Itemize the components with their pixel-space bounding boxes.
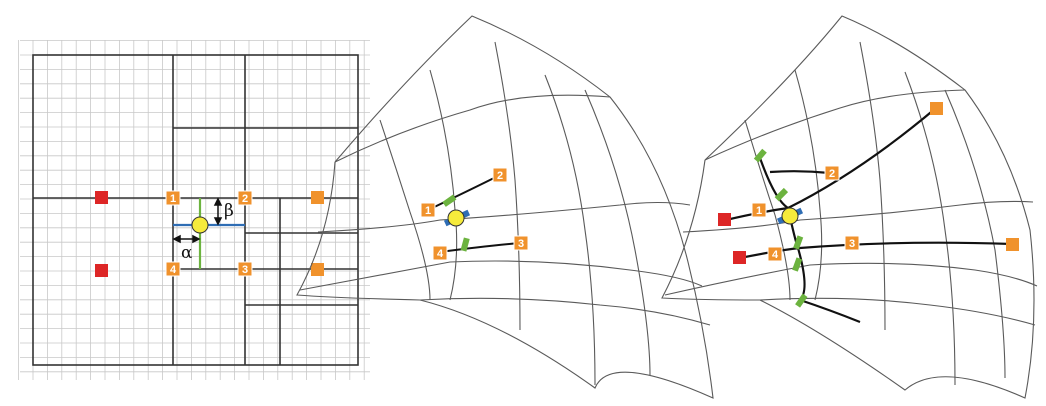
fine-grid xyxy=(18,40,370,380)
cell-grid xyxy=(32,54,359,366)
corner-node-3: 3 xyxy=(513,235,529,251)
corner-node-2: 2 xyxy=(824,165,840,181)
sample-point xyxy=(781,207,799,225)
mesh-outline xyxy=(296,15,714,399)
green-marker xyxy=(460,237,470,252)
corner-node-2: 2 xyxy=(237,190,253,206)
green-marker xyxy=(792,257,803,272)
corner-node-4: 4 xyxy=(165,261,181,277)
corner-node-1: 1 xyxy=(165,190,181,206)
red-node xyxy=(95,191,108,204)
left-panel: α β 1 2 3 4 xyxy=(18,40,370,380)
corner-label: 4 xyxy=(437,248,444,260)
corner-node-4: 4 xyxy=(767,246,783,262)
orange-node xyxy=(311,263,324,276)
corner-node-4: 4 xyxy=(432,245,448,261)
right-panel: 1 2 3 4 xyxy=(661,15,1038,399)
mesh-lines xyxy=(299,41,711,386)
alpha-label: α xyxy=(181,243,193,263)
mesh-lines xyxy=(664,41,1038,386)
beta-label: β xyxy=(224,201,234,221)
corner-label: 3 xyxy=(242,264,248,276)
green-marker xyxy=(795,293,808,308)
red-node xyxy=(733,251,746,264)
corner-label: 1 xyxy=(425,205,431,217)
corner-node-2: 2 xyxy=(492,167,508,183)
thick-cell-lines xyxy=(427,174,521,253)
corner-node-3: 3 xyxy=(237,261,253,277)
sample-point xyxy=(447,209,465,227)
mesh-outline xyxy=(661,15,1035,399)
corner-node-1: 1 xyxy=(420,202,436,218)
red-node xyxy=(718,213,731,226)
corner-label: 4 xyxy=(170,264,177,276)
corner-label: 3 xyxy=(518,238,524,250)
orange-node xyxy=(1006,238,1019,251)
orange-node xyxy=(930,102,943,115)
corner-label: 2 xyxy=(829,168,835,180)
beta-arrow xyxy=(213,197,223,226)
corner-label: 1 xyxy=(170,193,176,205)
corner-label: 2 xyxy=(242,193,248,205)
green-marker xyxy=(442,194,457,207)
sample-point xyxy=(191,216,209,234)
corner-label: 2 xyxy=(497,170,503,182)
corner-node-3: 3 xyxy=(844,235,860,251)
corner-label: 4 xyxy=(772,249,779,261)
corner-label: 3 xyxy=(849,238,855,250)
middle-panel: 1 2 3 4 xyxy=(296,15,714,399)
green-marker xyxy=(774,187,789,202)
corner-node-1: 1 xyxy=(751,202,767,218)
corner-label: 1 xyxy=(756,205,762,217)
green-marker xyxy=(793,235,804,250)
red-node xyxy=(95,264,108,277)
orange-node xyxy=(311,191,324,204)
alpha-arrow xyxy=(172,234,201,244)
green-marker xyxy=(753,148,767,163)
